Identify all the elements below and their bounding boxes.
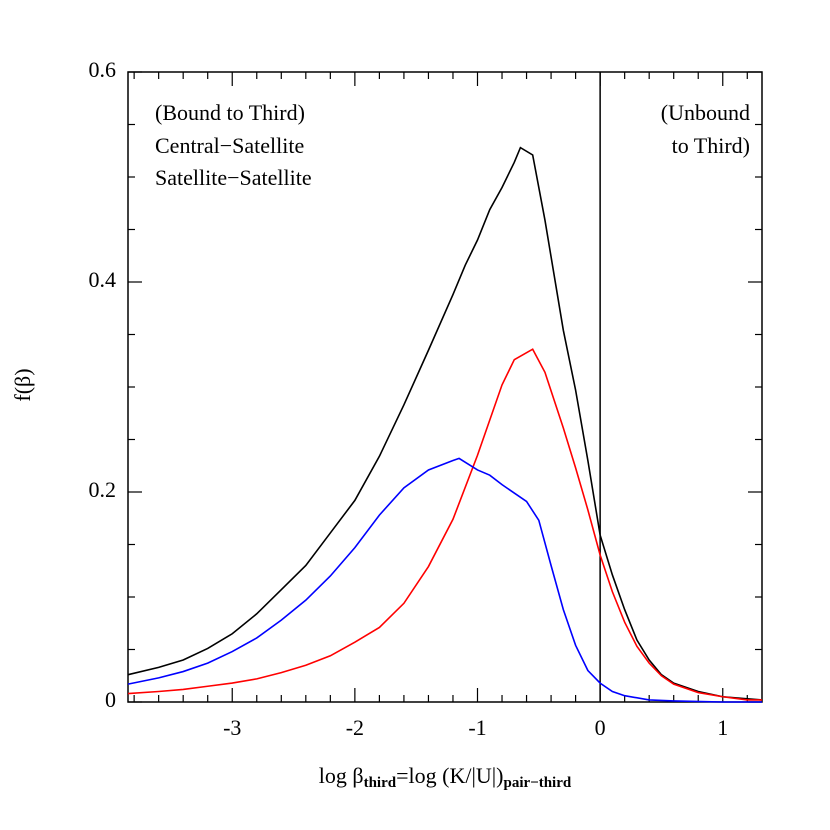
annotation: (Unbound (661, 100, 750, 125)
y-tick-label: 0.6 (89, 57, 117, 82)
x-axis-label-part: log β (319, 763, 364, 788)
y-tick-label: 0 (105, 687, 116, 712)
series-line (127, 348, 762, 701)
series-line (127, 457, 762, 703)
x-axis-label-subscript: pair−third (503, 775, 571, 791)
annotation: to Third) (672, 133, 750, 158)
y-axis-label: f(β) (10, 368, 35, 401)
legend-label: Central−Satellite (155, 133, 304, 158)
y-tick-label: 0.2 (89, 477, 117, 502)
x-tick-label: 1 (717, 715, 728, 740)
legend-label: Satellite−Satellite (155, 165, 312, 190)
x-tick-label: -2 (346, 715, 364, 740)
x-axis-label-part: =log (K/|U|) (396, 763, 503, 788)
x-axis-label: log βthird=log (K/|U|)pair−third (319, 763, 572, 791)
x-tick-label: -1 (468, 715, 486, 740)
x-tick-label: -3 (223, 715, 241, 740)
series-line (127, 146, 763, 701)
x-axis-label-subscript: third (364, 775, 397, 791)
y-tick-label: 0.4 (89, 267, 117, 292)
x-tick-label: 0 (595, 715, 606, 740)
annotation: (Bound to Third) (155, 100, 305, 125)
